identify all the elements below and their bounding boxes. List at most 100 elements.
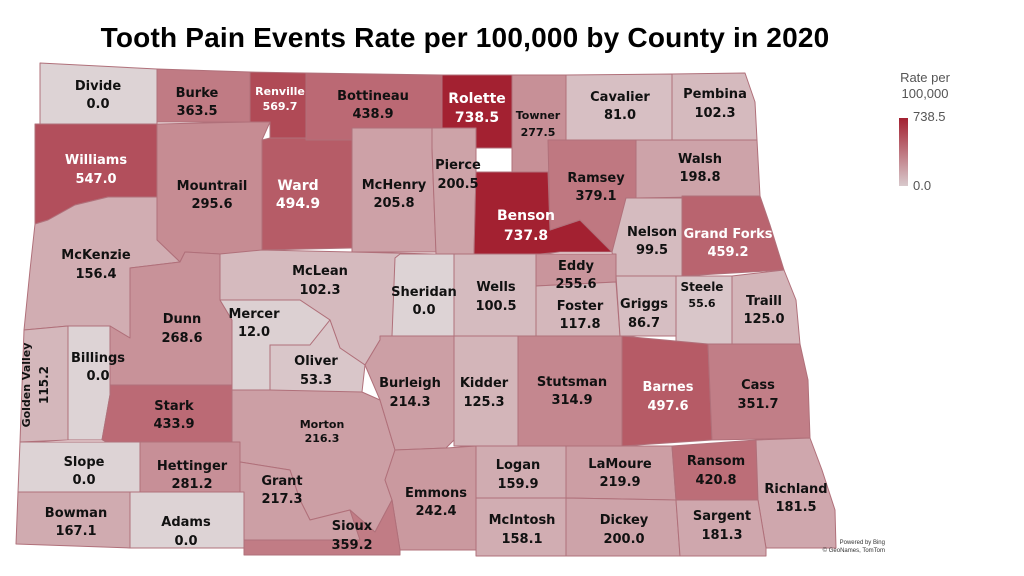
county-name-mchenry: McHenry bbox=[362, 178, 427, 193]
county-rate-burleigh: 214.3 bbox=[389, 395, 430, 410]
map-credits: Powered by Bing © GeoNames, TomTom bbox=[815, 539, 885, 555]
legend-title: Rate per 100,000 bbox=[880, 70, 970, 102]
county-name-bottineau: Bottineau bbox=[337, 89, 409, 104]
county-rate-stutsman: 314.9 bbox=[551, 393, 592, 408]
county-wells bbox=[453, 253, 537, 337]
county-rate-bottineau: 438.9 bbox=[352, 107, 393, 122]
county-name-nelson: Nelson bbox=[627, 225, 677, 240]
county-walsh bbox=[635, 139, 761, 199]
county-ward bbox=[261, 137, 353, 251]
county-shape-cavalier bbox=[565, 73, 673, 141]
county-name-steele: Steele bbox=[681, 280, 724, 294]
county-name-pembina: Pembina bbox=[683, 87, 747, 102]
county-rate-steele: 55.6 bbox=[688, 297, 715, 310]
county-name-richland: Richland bbox=[764, 482, 827, 497]
county-rate-cass: 351.7 bbox=[737, 397, 778, 412]
county-name-mercer: Mercer bbox=[228, 307, 280, 322]
county-rate-billings: 0.0 bbox=[86, 369, 109, 384]
county-name-lamoure: LaMoure bbox=[588, 457, 652, 472]
county-rate-bowman: 167.1 bbox=[55, 524, 96, 539]
county-rate-stark: 433.9 bbox=[153, 417, 194, 432]
county-name-kidder: Kidder bbox=[460, 376, 509, 391]
county-rate-richland: 181.5 bbox=[775, 500, 816, 515]
county-rate-nelson: 99.5 bbox=[636, 243, 668, 258]
county-shape-sargent bbox=[675, 499, 767, 557]
county-name-ward: Ward bbox=[277, 178, 318, 194]
legend-title-line1: Rate per bbox=[900, 70, 950, 85]
county-shape-wells bbox=[453, 253, 537, 337]
county-rate-ramsey: 379.1 bbox=[575, 189, 616, 204]
county-name-burke: Burke bbox=[176, 86, 219, 101]
county-traill bbox=[731, 269, 801, 345]
county-kidder bbox=[453, 335, 519, 447]
county-rate-griggs: 86.7 bbox=[628, 316, 660, 331]
county-rate-pembina: 102.3 bbox=[694, 106, 735, 121]
county-rate-rolette: 738.5 bbox=[455, 110, 499, 126]
county-shape-walsh bbox=[635, 139, 761, 199]
county-name-mcintosh: McIntosh bbox=[489, 513, 556, 528]
county-name-pierce: Pierce bbox=[435, 158, 481, 173]
county-name-barnes: Barnes bbox=[643, 380, 694, 395]
county-name-dunn: Dunn bbox=[163, 312, 202, 327]
county-rate-foster: 117.8 bbox=[559, 317, 600, 332]
county-cass bbox=[707, 343, 811, 441]
county-rate-burke: 363.5 bbox=[176, 104, 217, 119]
county-rate-cavalier: 81.0 bbox=[604, 108, 636, 123]
county-shape-pembina bbox=[671, 72, 758, 141]
county-name-stutsman: Stutsman bbox=[537, 375, 607, 390]
credits-line2: © GeoNames, TomTom bbox=[822, 548, 885, 554]
county-name-mclean: McLean bbox=[292, 264, 348, 279]
county-shape-ward bbox=[261, 137, 353, 251]
county-rate-dickey: 200.0 bbox=[603, 532, 644, 547]
county-rate-pierce: 200.5 bbox=[437, 177, 478, 192]
county-name-towner: Towner bbox=[516, 109, 561, 122]
county-name-adams: Adams bbox=[161, 515, 211, 530]
county-shape-lamoure bbox=[565, 445, 677, 501]
county-rate-grandforks: 459.2 bbox=[707, 245, 748, 260]
county-rate-mclean: 102.3 bbox=[299, 283, 340, 298]
county-rate-walsh: 198.8 bbox=[679, 170, 720, 185]
county-rate-dunn: 268.6 bbox=[161, 331, 202, 346]
county-rate-sargent: 181.3 bbox=[701, 528, 742, 543]
county-rate-sheridan: 0.0 bbox=[412, 303, 435, 318]
county-name-eddy: Eddy bbox=[558, 259, 594, 274]
county-name-slope: Slope bbox=[64, 455, 105, 470]
county-name-morton: Morton bbox=[300, 418, 345, 431]
county-name-sargent: Sargent bbox=[693, 509, 751, 524]
county-shape-grandforks bbox=[681, 195, 785, 277]
county-rate-kidder: 125.3 bbox=[463, 395, 504, 410]
county-name-rolette: Rolette bbox=[448, 91, 506, 107]
county-rate-hettinger: 281.2 bbox=[171, 477, 212, 492]
county-shape-cass bbox=[707, 343, 811, 441]
county-name-foster: Foster bbox=[557, 299, 604, 314]
county-shape-kidder bbox=[453, 335, 519, 447]
county-shape-stutsman bbox=[517, 335, 623, 447]
county-name-logan: Logan bbox=[496, 458, 541, 473]
county-grandforks bbox=[681, 195, 785, 277]
county-name-ransom: Ransom bbox=[687, 454, 745, 469]
county-name-mountrail: Mountrail bbox=[177, 179, 248, 194]
county-rate-grant: 217.3 bbox=[261, 492, 302, 507]
county-rate-morton: 216.3 bbox=[305, 432, 340, 445]
county-pembina bbox=[671, 72, 758, 141]
county-rate-eddy: 255.6 bbox=[555, 277, 596, 292]
county-shape-sioux bbox=[243, 499, 401, 556]
county-rate-lamoure: 219.9 bbox=[599, 475, 640, 490]
county-rate-mckenzie: 156.4 bbox=[75, 267, 116, 282]
legend-min-label: 0.0 bbox=[913, 178, 932, 193]
county-sioux bbox=[243, 499, 401, 556]
county-emmons bbox=[384, 445, 477, 551]
county-name-cavalier: Cavalier bbox=[590, 90, 650, 105]
county-name-sioux: Sioux bbox=[332, 519, 373, 534]
county-rate-oliver: 53.3 bbox=[300, 373, 332, 388]
county-name-goldenvalley: Golden Valley bbox=[20, 343, 33, 428]
county-name-grandforks: Grand Forks bbox=[683, 227, 772, 242]
county-rate-mountrail: 295.6 bbox=[191, 197, 232, 212]
county-lamoure bbox=[565, 445, 677, 501]
county-name-cass: Cass bbox=[741, 378, 775, 393]
county-rate-mchenry: 205.8 bbox=[373, 196, 414, 211]
county-name-bowman: Bowman bbox=[45, 506, 107, 521]
county-name-dickey: Dickey bbox=[600, 513, 649, 528]
county-rate-mercer: 12.0 bbox=[238, 325, 270, 340]
